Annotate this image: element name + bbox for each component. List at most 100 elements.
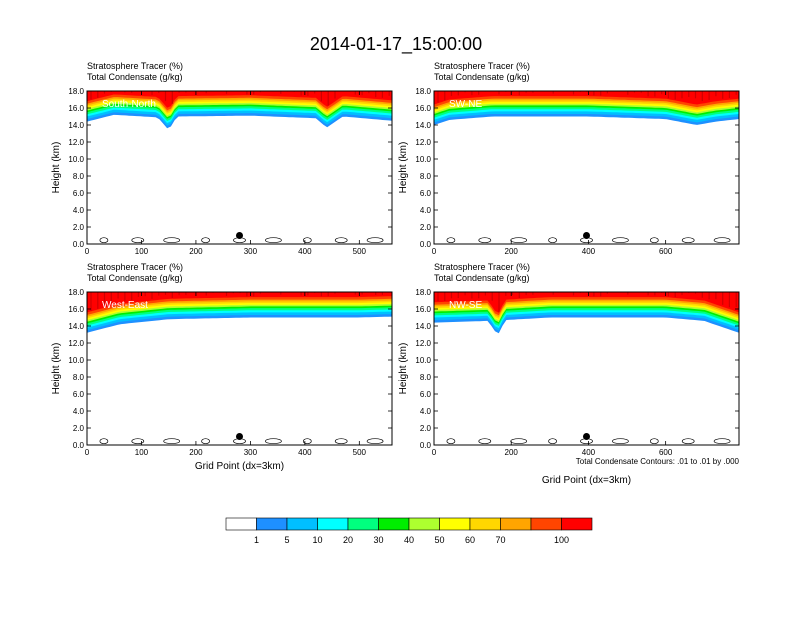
colorbar-swatch [287,518,318,530]
tracer-streak [722,91,723,99]
tracer-streak [498,91,499,94]
y-axis-label: Height (km) [51,343,62,395]
tracer-streak [301,292,302,295]
x-tick-label: 200 [505,448,519,457]
colorbar-swatch [501,518,532,530]
colorbar-label: 100 [554,535,569,545]
colorbar-swatch [226,518,257,530]
tracer-streak [145,292,146,296]
x-tick-label: 100 [135,247,149,256]
tracer-streak [246,91,247,94]
y-tick-label: 12.0 [415,339,431,348]
y-tick-label: 16.0 [68,104,84,113]
x-tick-label: 600 [659,448,673,457]
tracer-streak [382,91,383,98]
y-tick-label: 18.0 [68,87,84,96]
y-tick-label: 16.0 [415,104,431,113]
panel-header-tracer: Stratosphere Tracer (%) [434,262,530,272]
tracer-streak [321,91,322,101]
cross-section-label: NW-SE [449,300,482,311]
y-tick-label: 0.0 [420,441,432,450]
colorbar-label: 30 [373,535,383,545]
tracer-streak [246,292,247,296]
tracer-streak [668,91,669,98]
y-tick-label: 10.0 [68,155,84,164]
tracer-streak [437,292,438,301]
tracer-streak [328,91,329,106]
panel-header-tracer: Stratosphere Tracer (%) [87,262,183,272]
tracer-streak [253,91,254,95]
tracer-streak [668,292,669,296]
y-axis-label: Height (km) [398,343,409,395]
tracer-streak [151,292,152,299]
tracer-streak [307,91,308,96]
y-tick-label: 18.0 [68,288,84,297]
x-tick-label: 300 [244,448,258,457]
y-tick-label: 16.0 [415,305,431,314]
location-marker [236,232,243,239]
tracer-streak [151,91,152,95]
tracer-streak [709,91,710,100]
tracer-streak [334,91,335,99]
tracer-streak [654,91,655,97]
colorbar-label: 10 [312,535,322,545]
y-tick-label: 6.0 [73,390,85,399]
y-tick-label: 4.0 [420,407,432,416]
location-marker [236,433,243,440]
tracer-streak [206,292,207,296]
tracer-streak [627,91,628,95]
x-axis-label: Grid Point (dx=3km) [542,475,631,486]
y-tick-label: 6.0 [420,189,432,198]
tracer-streak [478,91,479,95]
tracer-streak [729,91,730,98]
tracer-streak [158,292,159,296]
tracer-streak [505,292,506,296]
x-tick-label: 300 [244,247,258,256]
x-tick-label: 400 [298,448,312,457]
colorbar-label: 70 [495,535,505,545]
tracer-streak [118,292,119,299]
y-tick-label: 2.0 [420,223,432,232]
location-marker [583,232,590,239]
y-tick-label: 6.0 [73,189,85,198]
x-tick-label: 400 [582,448,596,457]
colorbar-swatch [257,518,288,530]
y-tick-label: 2.0 [73,424,85,433]
tracer-streak [736,91,737,95]
tracer-streak [681,91,682,98]
tracer-streak [600,91,601,96]
panel-west-east: Stratosphere Tracer (%)Total Condensate … [51,262,392,472]
tracer-streak [444,91,445,100]
panel-header-condensate: Total Condensate (g/kg) [87,72,183,82]
x-tick-label: 0 [432,247,437,256]
x-tick-label: 400 [298,247,312,256]
tracer-streak [138,292,139,297]
colorbar-swatch [318,518,349,530]
contour-footnote: Total Condensate Contours: .01 to .01 by… [576,457,740,466]
tracer-streak [131,292,132,300]
y-tick-label: 12.0 [68,138,84,147]
colorbar-swatch [379,518,410,530]
tracer-streak [90,292,91,311]
colorbar-label: 20 [343,535,353,545]
tracer-streak [648,91,649,96]
colorbar-swatch [409,518,440,530]
colorbar-label: 60 [465,535,475,545]
x-tick-label: 0 [85,247,90,256]
colorbar-label: 40 [404,535,414,545]
y-tick-label: 4.0 [73,206,85,215]
colorbar-label: 1 [254,535,259,545]
tracer-streak [478,292,479,298]
y-tick-label: 14.0 [415,121,431,130]
x-tick-label: 200 [189,448,203,457]
x-tick-label: 500 [353,448,367,457]
tracer-streak [715,292,716,299]
location-marker [583,433,590,440]
tracer-streak [675,91,676,100]
tracer-streak [709,292,710,299]
y-tick-label: 4.0 [73,407,85,416]
y-tick-label: 12.0 [415,138,431,147]
y-tick-label: 2.0 [420,424,432,433]
cross-section-label: South-North [102,99,156,110]
x-tick-label: 200 [189,247,203,256]
